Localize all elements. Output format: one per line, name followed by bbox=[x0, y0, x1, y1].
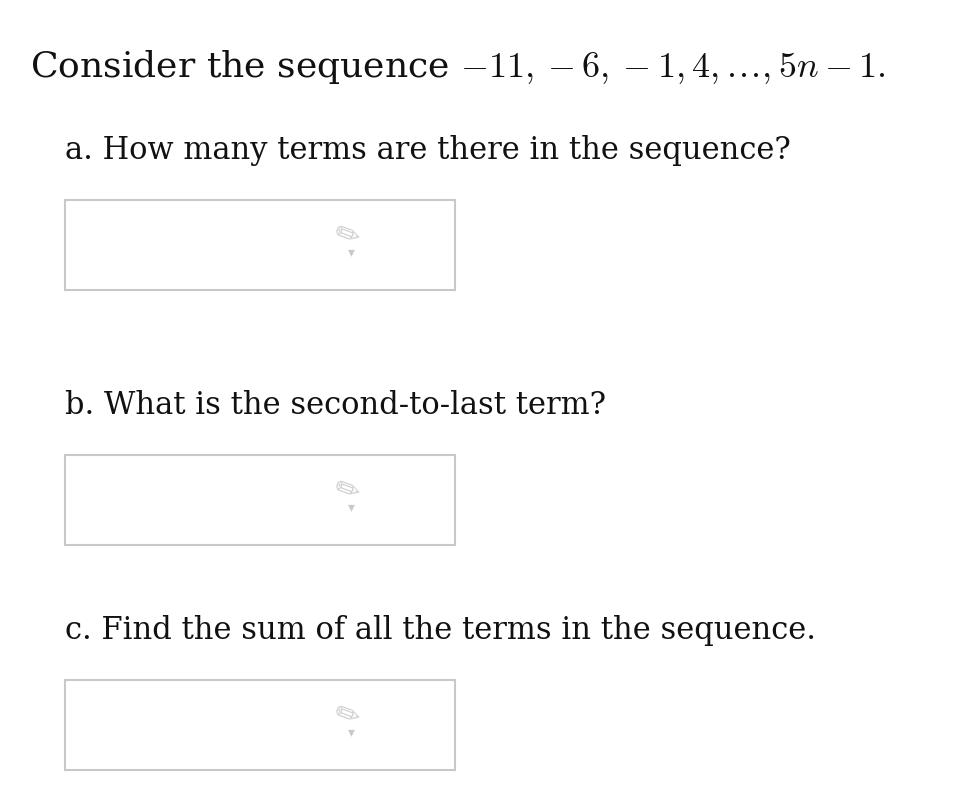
FancyBboxPatch shape bbox=[65, 455, 455, 545]
Text: ✏: ✏ bbox=[329, 473, 363, 509]
Text: ▾: ▾ bbox=[348, 725, 355, 739]
FancyBboxPatch shape bbox=[65, 680, 455, 770]
Text: ▾: ▾ bbox=[348, 245, 355, 259]
Text: Consider the sequence $-11, -6, -1, 4, \ldots, 5n-1.$: Consider the sequence $-11, -6, -1, 4, \… bbox=[30, 48, 886, 86]
FancyBboxPatch shape bbox=[65, 200, 455, 290]
Text: ✏: ✏ bbox=[329, 218, 363, 254]
Text: b. What is the second-to-last term?: b. What is the second-to-last term? bbox=[65, 390, 606, 421]
Text: ✏: ✏ bbox=[329, 698, 363, 734]
Text: ▾: ▾ bbox=[348, 500, 355, 514]
Text: a. How many terms are there in the sequence?: a. How many terms are there in the seque… bbox=[65, 135, 791, 166]
Text: c. Find the sum of all the terms in the sequence.: c. Find the sum of all the terms in the … bbox=[65, 615, 816, 646]
